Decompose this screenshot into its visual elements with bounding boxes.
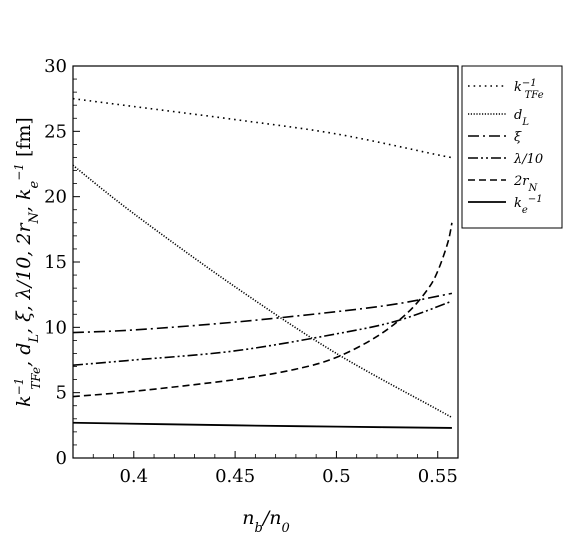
legend-label-1: dL: [514, 108, 529, 128]
y-tick-label: 20: [44, 187, 67, 208]
x-tick-label: 0.55: [418, 466, 458, 487]
axes: 0 5 10 15 20 25 30 0.4 0.45 0.5 0.55: [44, 56, 459, 487]
y-tick-label: 5: [56, 383, 67, 404]
legend-box: [461, 65, 563, 229]
legend-label-4: 2rN: [513, 174, 539, 194]
legend-label-3: λ/10: [513, 152, 543, 167]
y-tick-label: 15: [44, 252, 67, 273]
y-axis-label: k−1 TFe, dL, ξ, λ/10, 2rN, ke−1 [fm]: [12, 117, 43, 407]
x-tick-label: 0.4: [119, 466, 148, 487]
y-tick-label: 25: [44, 121, 67, 142]
series-line-5: [72, 421, 452, 429]
x-tick-label: 0.5: [322, 466, 351, 487]
legend-label-0: k−1 TFe: [514, 78, 544, 102]
series-line-3: [72, 300, 453, 367]
series-line-0: [72, 97, 453, 159]
series-line-2: [72, 292, 453, 334]
series-group: [72, 97, 453, 429]
legend-label-2: ξ: [514, 130, 522, 145]
x-axis-label: nb/n0: [242, 507, 290, 534]
y-tick-label: 30: [44, 56, 67, 77]
series-line-1: [72, 164, 453, 419]
series-line-4: [72, 222, 453, 398]
y-tick-label: 0: [56, 448, 67, 469]
x-tick-label: 0.45: [215, 466, 255, 487]
y-tick-label: 10: [44, 317, 67, 338]
plot-frame: [72, 65, 459, 459]
legend-label-5: ke−1: [514, 194, 543, 216]
